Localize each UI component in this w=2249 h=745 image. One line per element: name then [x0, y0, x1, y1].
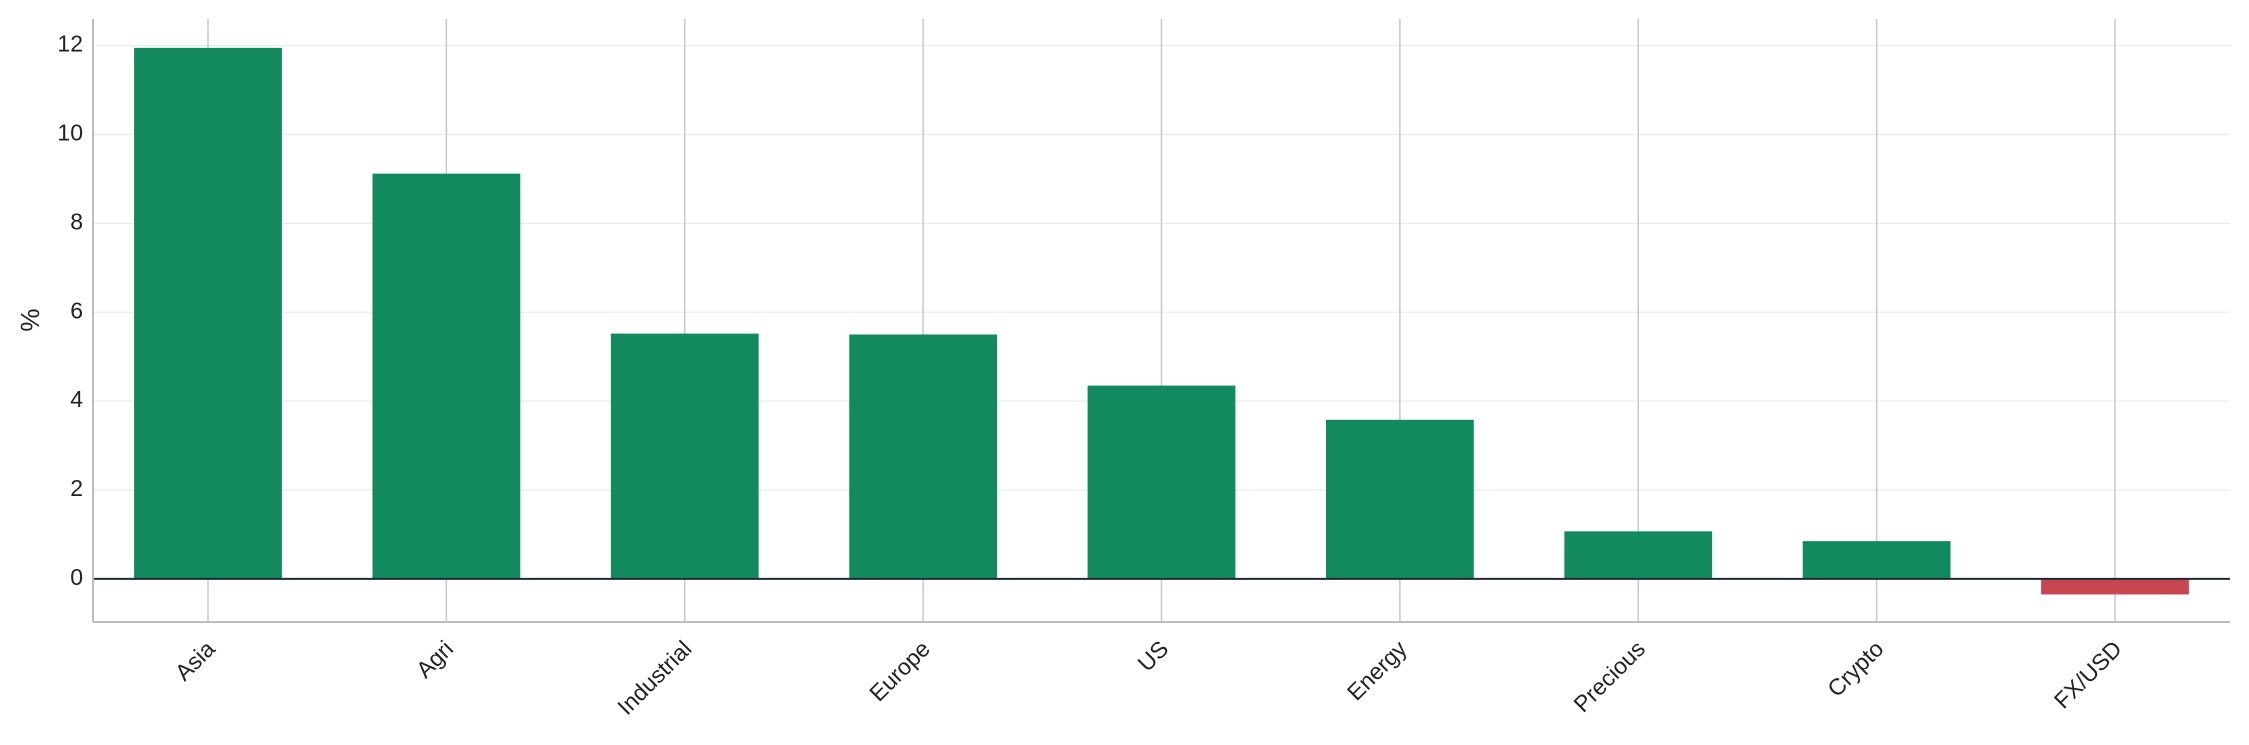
bar	[1325, 419, 1474, 579]
y-tick-label: 2	[70, 475, 83, 501]
x-tick-label: Industrial	[612, 635, 696, 719]
x-tick-label: Crypto	[1822, 635, 1888, 701]
x-tick-label: Precious	[1568, 635, 1650, 717]
x-tick-label: Energy	[1342, 635, 1412, 705]
x-tick-label: FX/USD	[2049, 635, 2127, 713]
x-tick-label: US	[1132, 635, 1173, 676]
y-axis-label: %	[15, 308, 45, 331]
bar	[2041, 578, 2189, 595]
bar	[1564, 531, 1713, 579]
x-tick-label: Asia	[170, 635, 220, 685]
bar	[1087, 385, 1236, 579]
bar	[610, 333, 759, 579]
x-tick-label: Europe	[864, 635, 935, 706]
bar	[849, 334, 998, 579]
y-tick-label: 10	[57, 120, 83, 146]
y-tick-label: 8	[70, 208, 83, 234]
y-tick-label: 0	[70, 564, 83, 590]
bar	[372, 173, 521, 579]
bar	[134, 47, 282, 579]
y-tick-label: 6	[70, 297, 83, 323]
x-tick-label: Agri	[411, 635, 458, 682]
y-tick-label: 4	[70, 386, 83, 412]
y-tick-label: 12	[57, 31, 83, 57]
bar	[1802, 541, 1951, 579]
